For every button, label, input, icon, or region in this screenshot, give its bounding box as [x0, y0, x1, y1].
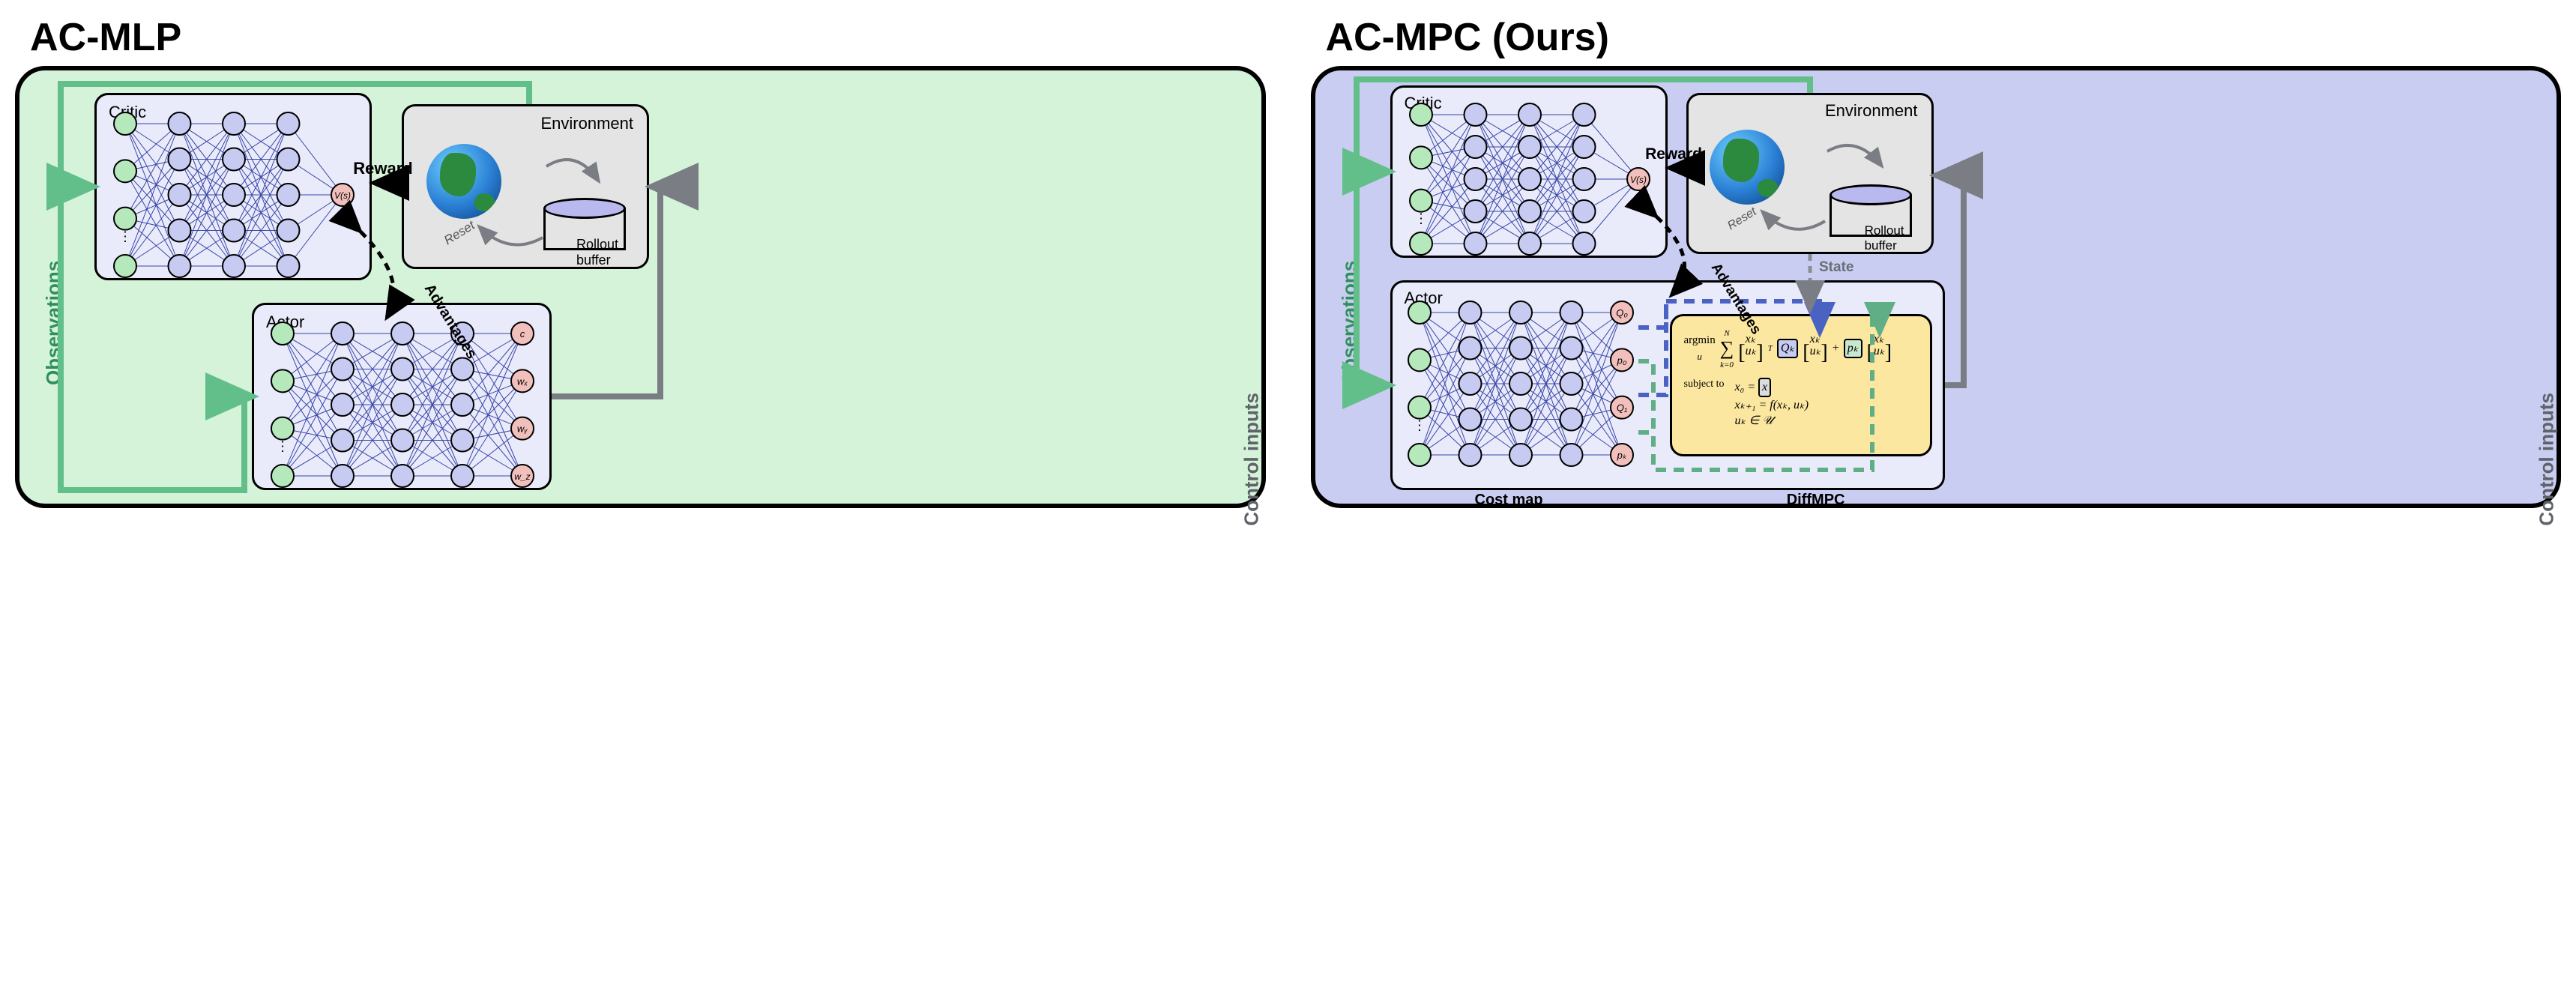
- actor-nn-right: ⋮ Q₀ p₀ Q₁ pₖ: [1397, 295, 1644, 467]
- svg-text:Reset: Reset: [1725, 205, 1759, 233]
- critic-nn-left: ⋮ V(s): [103, 106, 365, 278]
- actor-box-right: Actor ⋮ Q₀ p₀ Q₁ pₖ argminu N∑k=0 [xₖuₖ]T Qₖ…: [1390, 280, 1945, 490]
- actor-label-left: Actor: [266, 313, 304, 332]
- actor-label-right: Actor: [1405, 289, 1443, 308]
- actor-box-left: Actor ⋮ c wₓ wᵧ w_z: [252, 303, 552, 490]
- svg-text:State: State: [1819, 259, 1853, 275]
- diffmpc-box: argminu N∑k=0 [xₖuₖ]T Qₖ [xₖuₖ] + pₖ [xₖ…: [1670, 314, 1932, 456]
- svg-text:p₀: p₀: [1616, 354, 1626, 366]
- critic-box-right: Critic ⋮ V(s): [1390, 85, 1668, 258]
- svg-text:⋮: ⋮: [276, 439, 289, 454]
- svg-text:wᵧ: wᵧ: [517, 423, 528, 435]
- svg-text:pₖ: pₖ: [1616, 450, 1626, 461]
- svg-text:w_z: w_z: [514, 471, 530, 482]
- right-title: AC-MPC (Ours): [1326, 15, 2562, 60]
- critic-label-left: Critic: [109, 103, 146, 122]
- svg-text:Reset: Reset: [441, 217, 478, 247]
- right-panel-wrap: AC-MPC (Ours) Observations Control input…: [1311, 15, 2562, 508]
- env-arrows-left: Reset: [404, 106, 651, 271]
- diffmpc-label: DiffMPC: [1787, 492, 1845, 509]
- svg-text:⋮: ⋮: [1414, 211, 1428, 226]
- critic-box-left: Critic ⋮ V(s): [94, 93, 372, 280]
- svg-text:⋮: ⋮: [1413, 418, 1426, 433]
- left-title: AC-MLP: [30, 15, 1266, 60]
- env-arrows-right: Reset: [1689, 95, 1936, 256]
- ctrl-label-left: Control inputs: [1240, 393, 1264, 526]
- env-box-right: Environment Rollout buffer Reset: [1686, 93, 1934, 254]
- critic-label-right: Critic: [1405, 94, 1442, 113]
- svg-text:V(s): V(s): [1630, 175, 1647, 185]
- env-box-left: Environment Rollout buffer Reset: [402, 104, 649, 269]
- svg-text:Q₀: Q₀: [1616, 307, 1628, 319]
- critic-nn-right: ⋮ V(s): [1399, 97, 1661, 256]
- left-panel: Observations Control inputs Critic ⋮V(s)…: [15, 66, 1266, 508]
- costmap-label: Cost map: [1475, 492, 1543, 509]
- svg-text:c: c: [520, 328, 525, 339]
- obs-label-left: Observations: [42, 261, 65, 385]
- svg-text:wₓ: wₓ: [517, 375, 528, 387]
- svg-text:V(s): V(s): [334, 190, 351, 201]
- actor-nn-left: ⋮ c wₓ wᵧ w_z: [260, 316, 545, 488]
- svg-text:Q₁: Q₁: [1616, 402, 1626, 414]
- svg-text:⋮: ⋮: [118, 229, 132, 244]
- ctrl-label-right: Control inputs: [2536, 393, 2559, 526]
- obs-label-right: Observations: [1338, 261, 1361, 385]
- right-panel: Observations Control inputs Critic ⋮V(s)…: [1311, 66, 2562, 508]
- left-panel-wrap: AC-MLP Observations Control inputs Criti…: [15, 15, 1266, 508]
